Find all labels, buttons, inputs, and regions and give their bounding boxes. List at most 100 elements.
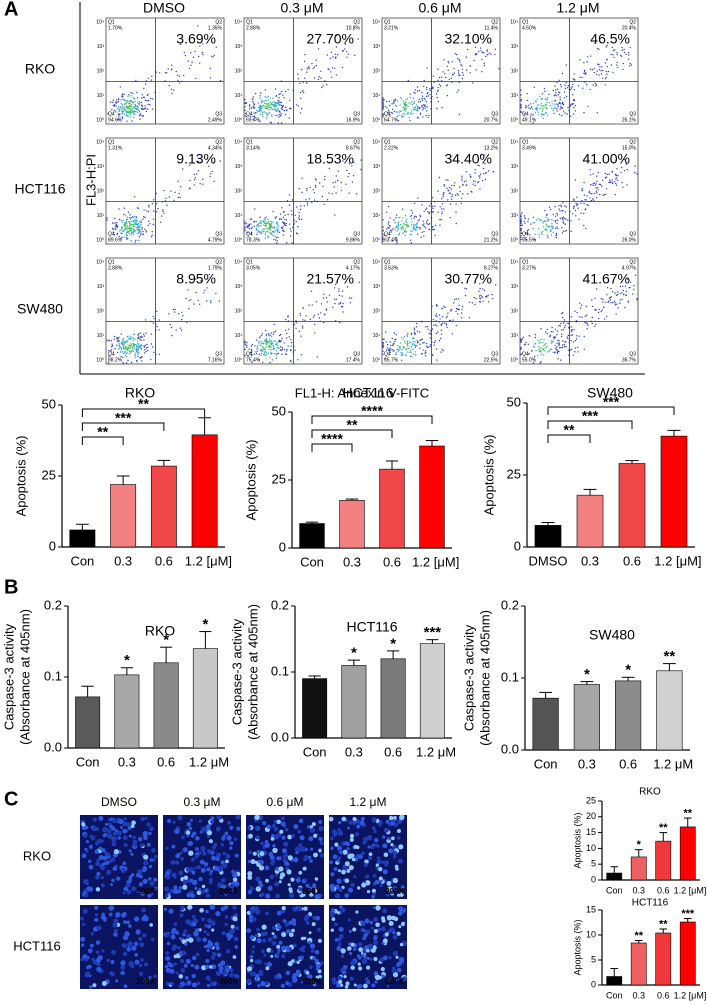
- nucleus: [342, 817, 347, 822]
- flow-dot: [206, 300, 207, 301]
- flow-dot: [531, 107, 532, 108]
- flow-dot: [563, 104, 564, 105]
- flow-dot: [268, 99, 269, 100]
- flow-dot: [360, 169, 361, 170]
- flow-dot: [490, 53, 491, 54]
- flow-dot: [537, 105, 538, 106]
- flow-dot: [257, 346, 258, 347]
- flow-dot: [606, 316, 607, 317]
- flow-dot: [393, 100, 394, 101]
- flow-dot: [476, 69, 477, 70]
- flow-dot: [269, 339, 270, 340]
- nucleus: [258, 970, 263, 975]
- flow-dot: [265, 355, 266, 356]
- flow-dot: [152, 316, 153, 317]
- y-tick-label: 10: [586, 929, 596, 939]
- flow-dot: [550, 348, 551, 349]
- flow-dot: [143, 115, 144, 116]
- nucleus: [210, 870, 213, 873]
- nucleus: [211, 921, 216, 926]
- nucleus: [272, 848, 277, 853]
- flow-dot: [567, 107, 568, 108]
- flow-dot: [422, 353, 423, 354]
- flow-dot: [574, 100, 575, 101]
- flow-dot: [260, 232, 261, 233]
- flow-dot: [272, 102, 273, 103]
- flow-dot: [309, 198, 310, 199]
- nucleus: [318, 837, 322, 841]
- flow-dot: [520, 339, 521, 340]
- flow-dot: [124, 229, 125, 230]
- nucleus: [173, 875, 176, 878]
- flow-dot: [280, 346, 281, 347]
- flow-dot: [114, 223, 115, 224]
- flow-dot: [134, 110, 135, 111]
- flow-dot: [580, 307, 581, 308]
- flow-dot: [467, 49, 468, 50]
- flow-dot: [598, 318, 599, 319]
- flow-dot: [616, 168, 617, 169]
- flow-dot: [122, 94, 123, 95]
- flow-dot: [301, 219, 302, 220]
- apoptosis-percent: 8.95%: [176, 271, 216, 287]
- significance: ***: [424, 624, 442, 641]
- flow-dot: [536, 109, 537, 110]
- flow-dot: [279, 232, 280, 233]
- flow-dot: [547, 235, 548, 236]
- flow-dot: [399, 104, 400, 105]
- flow-dot: [419, 344, 420, 345]
- flow-dot: [553, 110, 554, 111]
- flow-dot: [405, 106, 406, 107]
- flow-dot: [480, 298, 481, 299]
- flow-dot: [410, 216, 411, 217]
- flow-dot: [461, 309, 462, 310]
- flow-dot: [174, 311, 175, 312]
- flow-dot: [266, 343, 267, 344]
- flow-dot: [543, 105, 544, 106]
- nucleus: [219, 966, 224, 971]
- flow-dot: [278, 122, 279, 123]
- nucleus: [111, 950, 116, 955]
- flow-dot: [562, 317, 563, 318]
- nucleus: [332, 917, 336, 921]
- flow-dot: [253, 106, 254, 107]
- flow-dot: [572, 334, 573, 335]
- nucleus: [251, 859, 256, 864]
- flow-dot: [565, 224, 566, 225]
- flow-dot: [290, 108, 291, 109]
- flow-dot: [553, 108, 554, 109]
- nucleus: [368, 944, 373, 949]
- flow-dot: [398, 114, 399, 115]
- flow-dot: [584, 195, 585, 196]
- nucleus: [225, 860, 229, 864]
- flow-dot: [491, 294, 492, 295]
- micrograph: 200X: [246, 815, 324, 900]
- flow-dot: [547, 329, 548, 330]
- flow-dot: [621, 167, 622, 168]
- flow-dot: [399, 112, 400, 113]
- flow-dot: [422, 104, 423, 105]
- flow-dot: [133, 345, 134, 346]
- flow-dot: [290, 350, 291, 351]
- flow-dot: [350, 302, 351, 303]
- flow-dot: [308, 66, 309, 67]
- flow-dot: [125, 342, 126, 343]
- flow-dot: [253, 96, 254, 97]
- nucleus: [128, 961, 133, 966]
- flow-dot: [437, 80, 438, 81]
- flow-dot: [143, 339, 144, 340]
- flow-dot: [269, 229, 270, 230]
- nucleus: [398, 907, 401, 910]
- flow-dot: [275, 88, 276, 89]
- flow-dot: [534, 234, 535, 235]
- flow-dot: [520, 221, 521, 222]
- flow-dot: [418, 101, 419, 102]
- flow-dot: [419, 107, 420, 108]
- nucleus: [107, 959, 110, 962]
- nucleus: [134, 942, 138, 946]
- flow-dot: [540, 339, 541, 340]
- flow-dot: [441, 325, 442, 326]
- nucleus: [346, 847, 349, 850]
- nucleus: [298, 871, 302, 875]
- flow-dot: [473, 180, 474, 181]
